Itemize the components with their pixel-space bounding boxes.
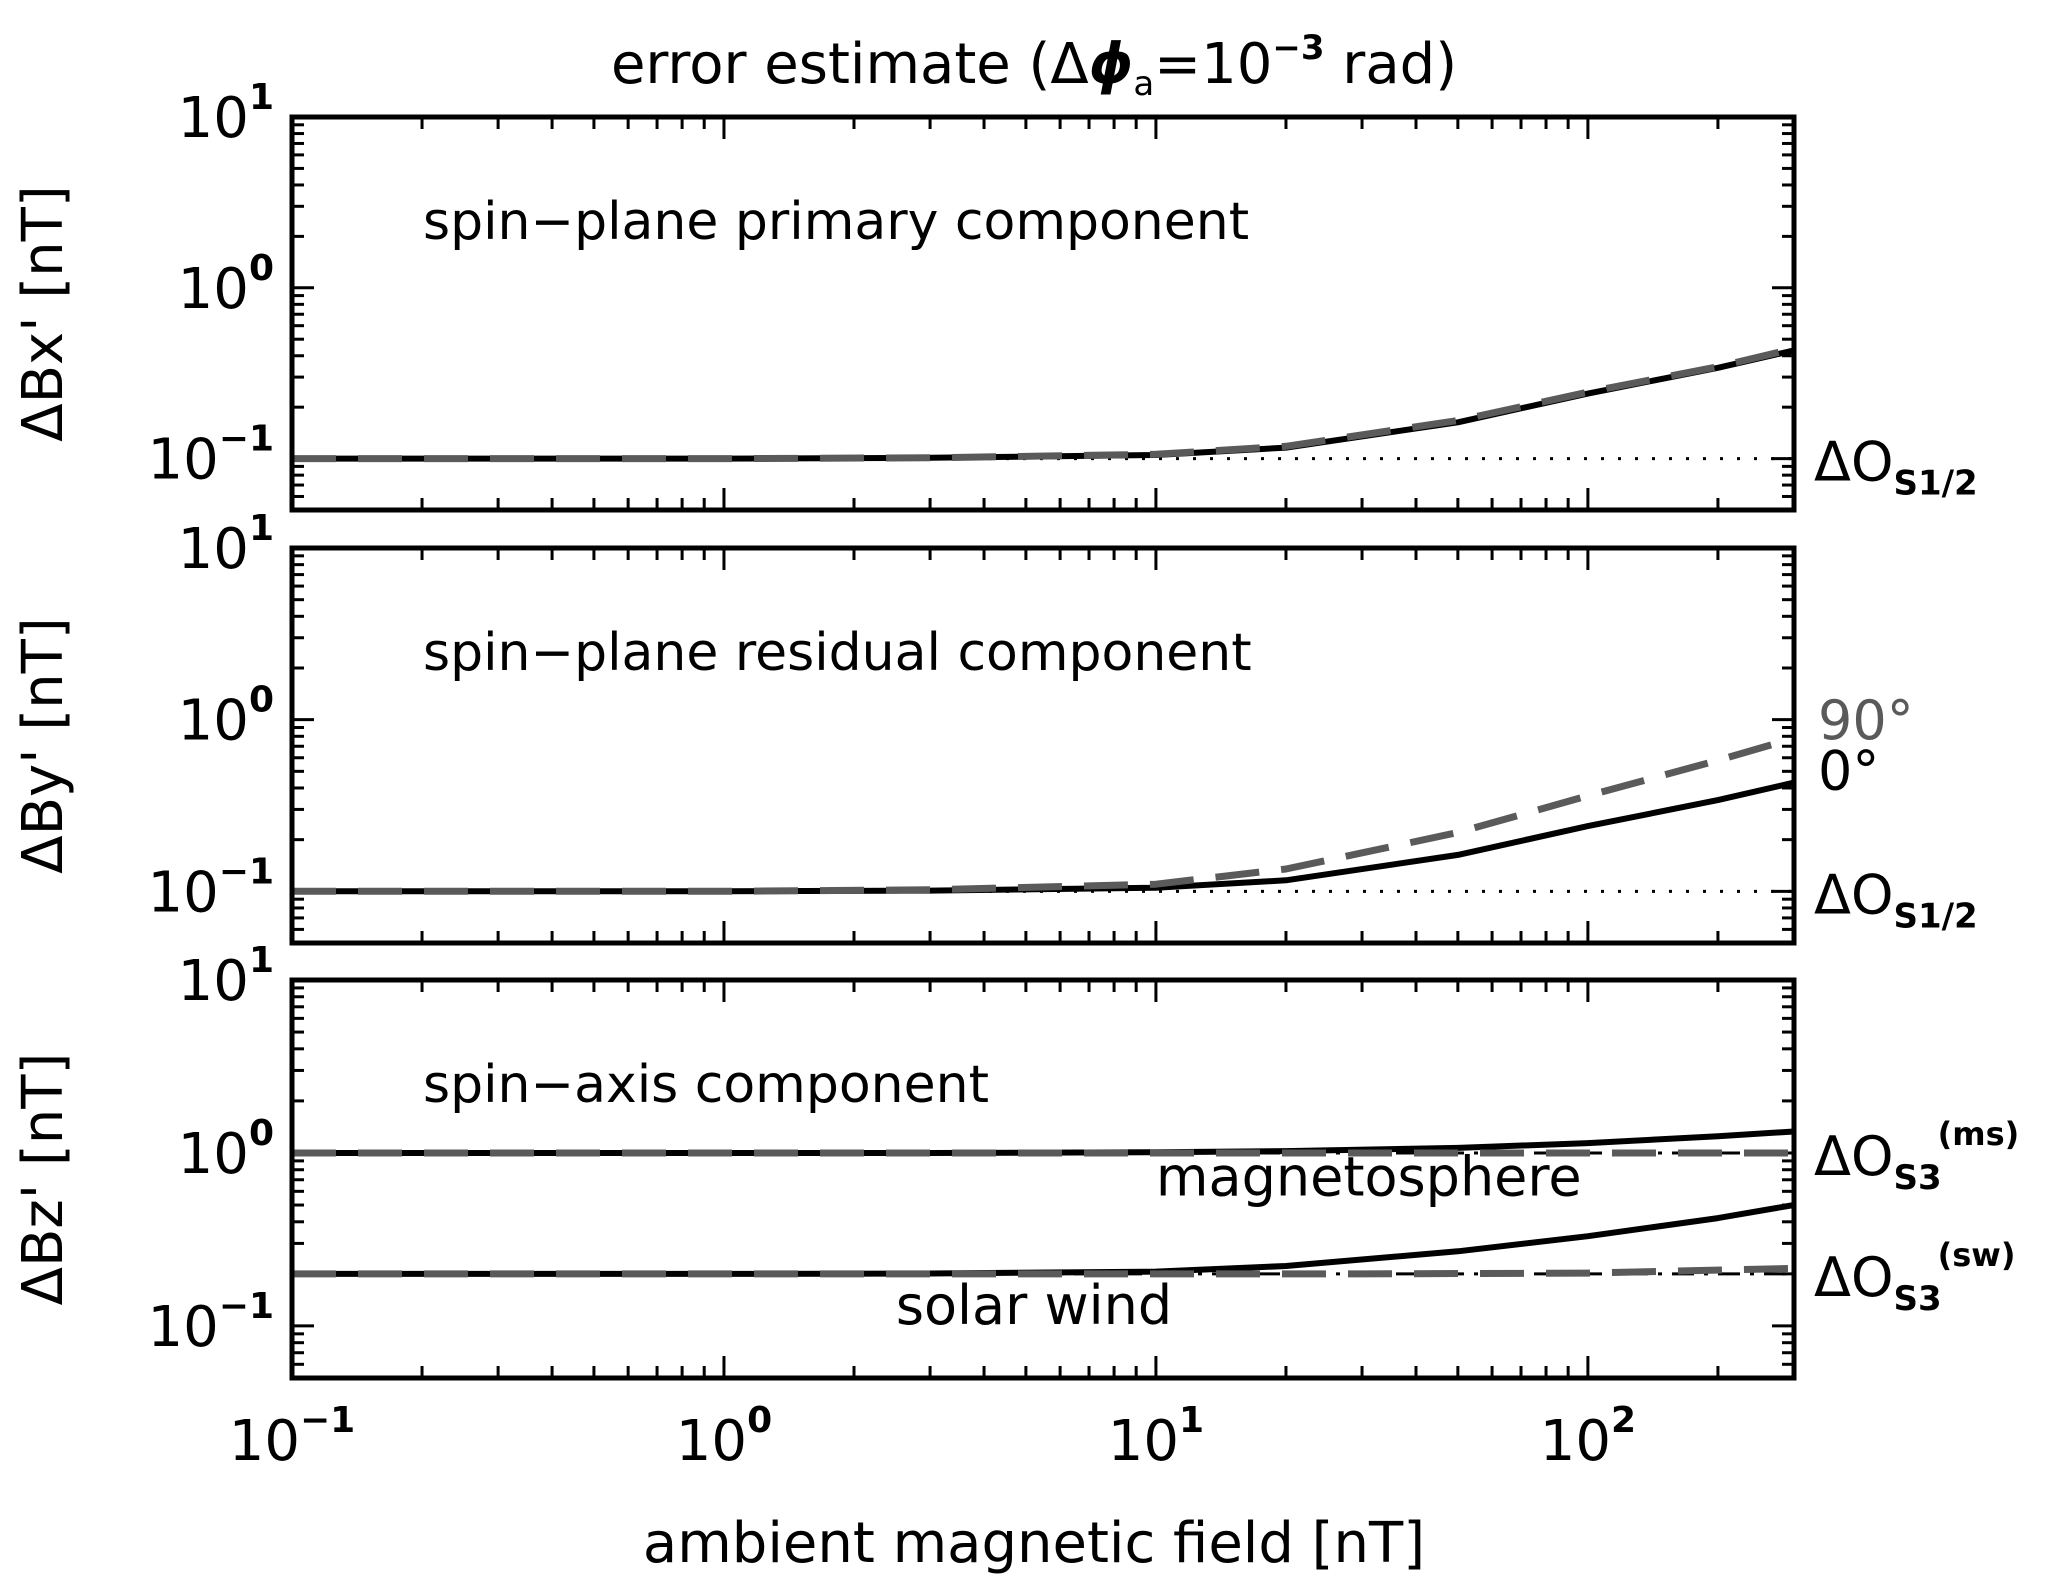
title-prefix: error estimate ( bbox=[611, 32, 1050, 97]
x-tick-label-exp: 1 bbox=[1179, 1400, 1204, 1441]
y-tick-label: 10−1 bbox=[148, 419, 274, 493]
ref-label-main: ΔO bbox=[1814, 863, 1893, 926]
reference-line-label: ΔOS1/2 bbox=[1814, 431, 1978, 504]
y-tick-label-base: 10 bbox=[178, 689, 249, 754]
series-line-solid bbox=[292, 347, 1795, 462]
x-ticks bbox=[290, 117, 1796, 510]
reference-line-label: ΔOS1/2 bbox=[1814, 863, 1978, 936]
series-label: magnetosphere bbox=[1156, 1146, 1582, 1209]
panel-annotation: spin−plane residual component bbox=[423, 623, 1252, 683]
ref-label-sub: S1/2 bbox=[1893, 896, 1977, 936]
y-tick-label: 101 bbox=[178, 508, 274, 582]
y-tick-label-exp: 1 bbox=[249, 508, 274, 549]
title-equals: =10 bbox=[1154, 32, 1272, 97]
y-tick-label-exp: −1 bbox=[219, 1286, 274, 1327]
series-label: 0° bbox=[1818, 739, 1879, 802]
y-ticks bbox=[292, 115, 1794, 512]
y-tick-label-base: 10 bbox=[148, 428, 219, 493]
ref-label-sub: S1/2 bbox=[1893, 464, 1977, 504]
y-tick-label: 100 bbox=[178, 248, 274, 322]
y-tick-label-exp: −1 bbox=[219, 851, 274, 892]
y-tick-label-exp: −1 bbox=[219, 419, 274, 460]
ref-label-main: ΔO bbox=[1814, 1125, 1893, 1188]
y-tick-label-base: 10 bbox=[178, 949, 249, 1014]
y-tick-label: 101 bbox=[178, 77, 274, 151]
y-tick-label: 10−1 bbox=[148, 1286, 274, 1360]
x-tick-label-base: 10 bbox=[1108, 1409, 1179, 1474]
ref-label-sup: (ms) bbox=[1938, 1115, 2020, 1153]
title-delta: Δ bbox=[1050, 32, 1088, 97]
x-tick-label: 102 bbox=[1540, 1400, 1636, 1474]
plot-frame bbox=[289, 977, 1797, 1381]
y-tick-label: 100 bbox=[178, 680, 274, 754]
figure-title: error estimate (Δϕa=10−3 rad) bbox=[611, 28, 1457, 104]
x-axis-label: ambient magnetic field [nT] bbox=[643, 1511, 1425, 1576]
y-tick-label-exp: 0 bbox=[249, 680, 274, 721]
y-tick-label-base: 10 bbox=[148, 860, 219, 925]
y-tick-label-exp: 0 bbox=[249, 1113, 274, 1154]
y-tick-label-base: 10 bbox=[178, 517, 249, 582]
y-tick-label-exp: 1 bbox=[249, 77, 274, 118]
series-label: 90° bbox=[1818, 689, 1914, 752]
x-tick-label-base: 10 bbox=[676, 1409, 747, 1474]
x-tick-label: 101 bbox=[1108, 1400, 1204, 1474]
y-tick-label-base: 10 bbox=[148, 1295, 219, 1360]
ref-label-sub: S3 bbox=[1893, 1279, 1941, 1319]
x-tick-label: 10−1 bbox=[229, 1400, 355, 1474]
x-tick-label-exp: −1 bbox=[300, 1400, 355, 1441]
x-tick-label-base: 10 bbox=[1540, 1409, 1611, 1474]
y-axis-label: ΔBz' [nT] bbox=[11, 1053, 76, 1306]
y-axis-label: ΔBx' [nT] bbox=[11, 185, 76, 441]
ref-label-sub: S3 bbox=[1893, 1158, 1941, 1198]
series-label: solar wind bbox=[896, 1274, 1172, 1337]
title-phi: ϕ bbox=[1089, 32, 1134, 97]
title-phi-sub: a bbox=[1133, 64, 1154, 104]
y-tick-label: 100 bbox=[178, 1113, 274, 1187]
series-line-dashed bbox=[292, 1264, 1795, 1278]
x-axis-tick-labels: 10−1 100 101 102 bbox=[229, 1400, 1636, 1474]
title-exponent: −3 bbox=[1272, 28, 1324, 68]
ref-label-main: ΔO bbox=[1814, 431, 1893, 494]
y-tick-label-exp: 0 bbox=[249, 248, 274, 289]
ref-label-main: ΔO bbox=[1814, 1246, 1893, 1309]
y-axis-label: ΔBy' [nT] bbox=[11, 617, 76, 873]
panel-annotation: spin−axis component bbox=[423, 1055, 989, 1115]
panel-annotation: spin−plane primary component bbox=[423, 192, 1249, 252]
series-line-dashed bbox=[292, 734, 1795, 895]
reference-line-label: ΔOS3 (sw) bbox=[1814, 1236, 2015, 1319]
y-tick-label-exp: 1 bbox=[249, 940, 274, 981]
x-tick-label: 100 bbox=[676, 1400, 772, 1474]
y-tick-label: 10−1 bbox=[148, 851, 274, 925]
title-suffix: rad) bbox=[1325, 32, 1458, 97]
x-tick-label-exp: 0 bbox=[747, 1400, 772, 1441]
y-tick-label-base: 10 bbox=[178, 1122, 249, 1187]
plot-frame bbox=[289, 114, 1797, 513]
y-tick-label: 101 bbox=[178, 940, 274, 1014]
y-tick-label-base: 10 bbox=[178, 86, 249, 151]
x-tick-label-exp: 2 bbox=[1611, 1400, 1636, 1441]
series-line-dashed bbox=[292, 345, 1795, 463]
series-line-solid bbox=[292, 1202, 1795, 1277]
y-tick-label-base: 10 bbox=[178, 257, 249, 322]
ref-label-sup: (sw) bbox=[1938, 1236, 2016, 1274]
plot-frame bbox=[289, 545, 1797, 946]
x-tick-label-base: 10 bbox=[229, 1409, 300, 1474]
reference-line-label: ΔOS3 (ms) bbox=[1814, 1115, 2019, 1198]
